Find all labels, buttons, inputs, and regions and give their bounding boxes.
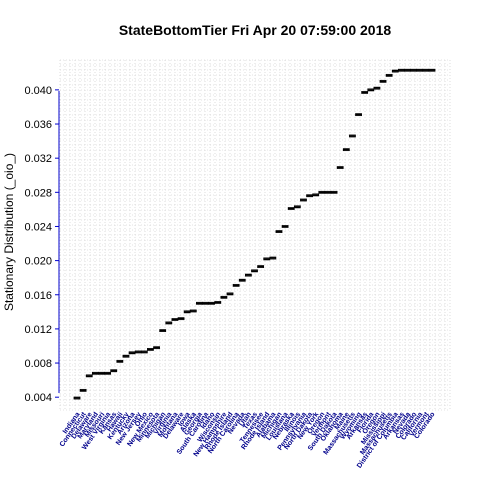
y-tick-label: 0.016 — [24, 290, 52, 302]
box-marks — [73, 68, 436, 400]
y-tick-label: 0.012 — [24, 324, 52, 336]
y-tick-label: 0.008 — [24, 358, 52, 370]
y-tick-label: 0.036 — [24, 119, 52, 131]
y-tick-label: 0.040 — [24, 85, 52, 97]
y-tick-label: 0.024 — [24, 221, 52, 233]
y-tick-label: 0.032 — [24, 153, 52, 165]
y-tick-label: 0.004 — [24, 392, 52, 404]
y-tick-label: 0.020 — [24, 256, 52, 268]
chart-title: StateBottomTier Fri Apr 20 07:59:00 2018 — [119, 22, 392, 38]
x-ticks: IndianaConnecticutDelawareMarylandMissou… — [59, 411, 437, 470]
y-tick-label: 0.028 — [24, 187, 52, 199]
y-ticks: 0.004 0.008 0.012 0.016 0.020 0.024 0.028 0.032… — [24, 85, 59, 404]
y-axis-label: Stationary Distribution (_oio_) — [2, 153, 16, 311]
